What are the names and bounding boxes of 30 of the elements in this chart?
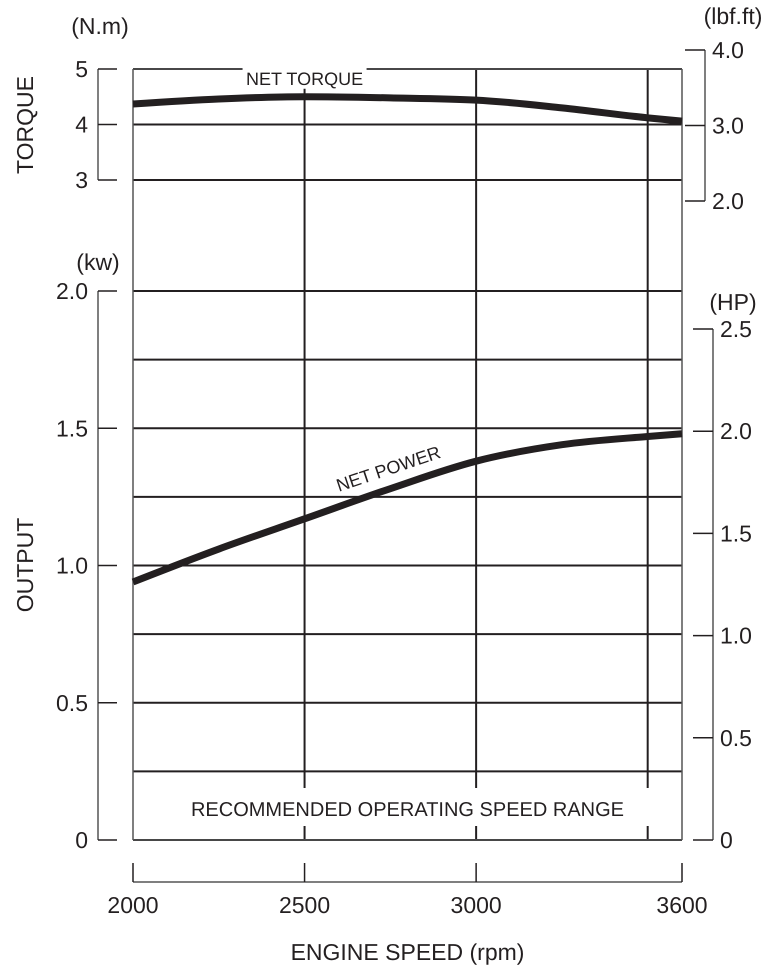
x-tick-label: 3000: [450, 892, 502, 918]
y-tick-label: 1.5: [56, 415, 88, 442]
series-label: NET TORQUE: [246, 68, 364, 89]
y-tick-label: 5: [75, 56, 88, 82]
x-axis-title: ENGINE SPEED (rpm): [290, 939, 524, 965]
x-tick-label: 2500: [278, 892, 330, 918]
annotation: RECOMMENDED OPERATING SPEED RANGE: [190, 799, 624, 821]
y2-axis-title: (lbf.ft): [704, 3, 762, 29]
y2-tick-label: 0: [720, 827, 733, 853]
y2-tick-label: 2.0: [720, 418, 752, 444]
x-tick-label: 3600: [656, 892, 708, 918]
y-tick-label: 0.5: [56, 690, 88, 716]
y-axis-title: OUTPUT: [12, 518, 38, 612]
y2-tick-label: 0.5: [720, 724, 752, 751]
y2-tick-label: 4.0: [712, 37, 744, 63]
y-tick-label: 0: [75, 827, 88, 853]
text: (kw): [76, 249, 120, 275]
y-tick-label: 3: [75, 167, 88, 193]
y2-tick-label: 2.5: [720, 316, 752, 342]
y2-axis-title: (HP): [709, 289, 757, 315]
y2-tick-label: 3.0: [712, 112, 744, 138]
y-tick-label: 2.0: [56, 278, 88, 304]
x-tick-label: 2000: [107, 892, 159, 918]
y-tick-label: 1.0: [56, 552, 88, 578]
text: (N.m): [71, 13, 129, 39]
y2-tick-label: 1.0: [720, 622, 752, 649]
y-tick-label: 4: [75, 112, 88, 138]
y-axis-title: TORQUE: [12, 76, 38, 174]
y2-tick-label: 1.5: [720, 520, 752, 546]
y2-tick-label: 2.0: [712, 188, 744, 214]
